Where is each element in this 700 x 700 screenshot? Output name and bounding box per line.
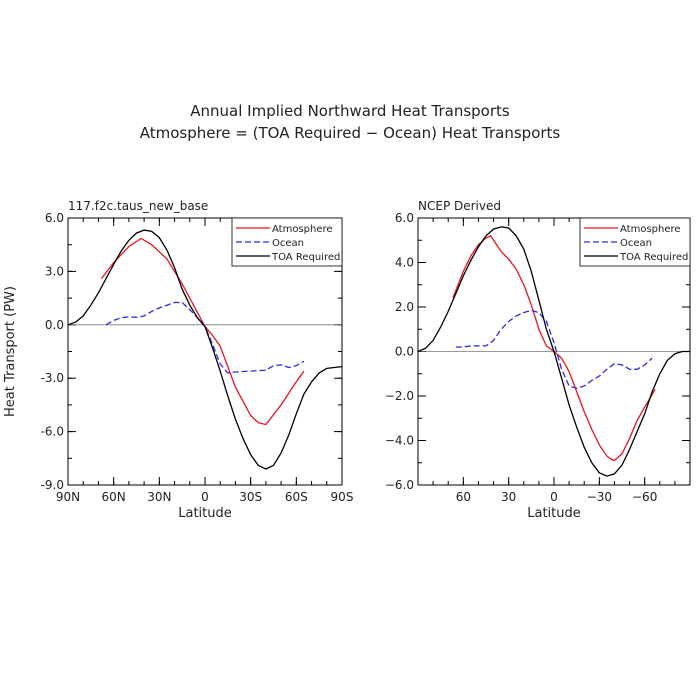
x-tick-label: 30N — [147, 490, 171, 504]
x-axis-label: Latitude — [527, 506, 581, 521]
series-line-toa-required — [417, 226, 690, 477]
y-tick-label: −4.0 — [385, 434, 414, 448]
x-tick-label: 60S — [285, 490, 308, 504]
x-tick-label: 0 — [201, 490, 209, 504]
y-tick-label: 3.0 — [45, 264, 64, 278]
x-tick-label: −30 — [587, 490, 612, 504]
series-line-ocean — [105, 301, 305, 374]
y-tick-label: -9.0 — [41, 478, 64, 492]
y-tick-label: -6.0 — [41, 425, 64, 439]
chart-title-line1: Annual Implied Northward Heat Transports — [190, 102, 510, 120]
legend-label: Atmosphere — [272, 224, 333, 235]
legend-label: Ocean — [620, 238, 652, 249]
y-tick-label: 0.0 — [45, 318, 64, 332]
chart-title-line2: Atmosphere = (TOA Required − Ocean) Heat… — [140, 124, 561, 142]
series-line-atmosphere — [100, 237, 305, 426]
x-tick-label: −60 — [632, 490, 657, 504]
series-line-atmosphere — [452, 234, 656, 462]
y-tick-label: 4.0 — [395, 256, 414, 270]
x-tick-label: 30 — [501, 490, 516, 504]
y-tick-label: −2.0 — [385, 389, 414, 403]
x-tick-label: 60N — [102, 490, 126, 504]
x-axis-label: Latitude — [178, 506, 232, 521]
y-tick-label: 0.0 — [395, 345, 414, 359]
x-tick-label: 0 — [550, 490, 558, 504]
legend-label: Ocean — [272, 238, 304, 249]
legend-label: Atmosphere — [620, 224, 681, 235]
series-line-toa-required — [67, 229, 343, 470]
panel-title: NCEP Derived — [418, 199, 501, 213]
x-tick-label: 90N — [56, 490, 80, 504]
y-axis-label: Heat Transport (PW) — [3, 286, 18, 417]
x-tick-label: 90S — [331, 490, 354, 504]
series-line-ocean — [455, 309, 653, 389]
y-tick-label: −6.0 — [385, 478, 414, 492]
x-tick-label: 60 — [456, 490, 471, 504]
x-tick-label: 30S — [239, 490, 262, 504]
y-tick-label: -3.0 — [41, 371, 64, 385]
panel-left: 90N 60N 30N 0 30S 60S 90S 6.0 3.0 0.0 -3.0 -6.0 -9.0… — [3, 199, 353, 521]
y-tick-label: 6.0 — [395, 211, 414, 225]
panel-title: 117.f2c.taus_new_base — [68, 199, 208, 213]
y-tick-label: 2.0 — [395, 300, 414, 314]
panel-right: 60 30 0 −30 −60 6.0 4.0 2.0 0.0 −2.0 −4.0 −6.0 NCEP … — [385, 199, 691, 521]
legend-label: TOA Required — [619, 252, 688, 263]
y-tick-label: 6.0 — [45, 211, 64, 225]
legend-label: TOA Required — [271, 252, 340, 263]
